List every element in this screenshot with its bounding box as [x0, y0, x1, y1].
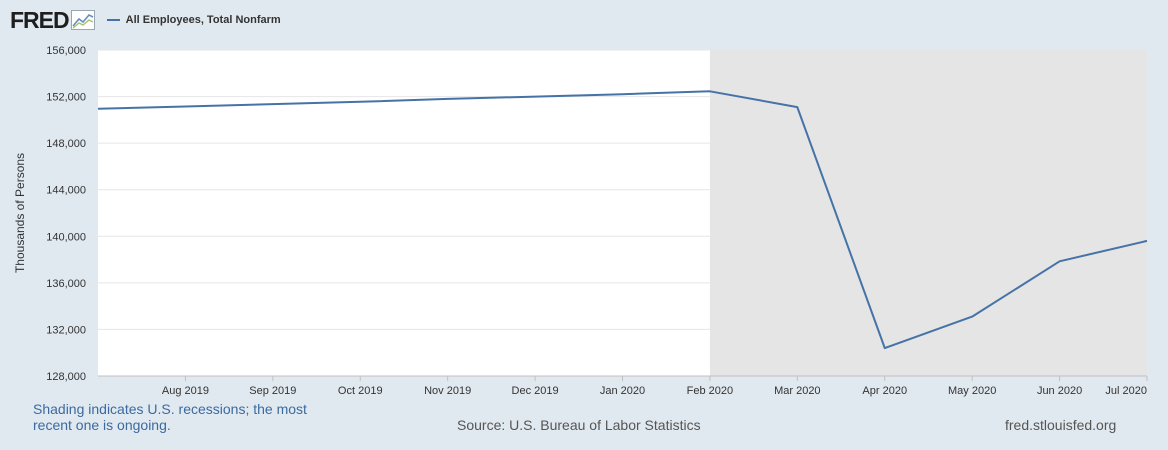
- y-tick-label: 156,000: [46, 45, 86, 57]
- x-tick-label: Nov 2019: [424, 385, 471, 397]
- x-tick-label: Jun 2020: [1037, 385, 1082, 397]
- x-tick-label: Jul 2020: [1105, 385, 1147, 397]
- x-tick-label: May 2020: [948, 385, 996, 397]
- fred-chart-icon: [70, 10, 95, 30]
- x-tick-label: Apr 2020: [862, 385, 907, 397]
- y-tick-label: 132,000: [46, 324, 86, 336]
- recession-shading: [709, 50, 1147, 376]
- y-tick-label: 140,000: [46, 231, 86, 243]
- x-tick-label: Sep 2019: [249, 385, 296, 397]
- recession-note: Shading indicates U.S. recessions; the m…: [33, 401, 307, 433]
- x-tick-label: Jan 2020: [600, 385, 645, 397]
- y-tick-label: 148,000: [46, 138, 86, 150]
- x-tick-label: Aug 2019: [162, 385, 209, 397]
- legend: All Employees, Total Nonfarm: [106, 14, 281, 26]
- chart-header: FRED All Employees, Total Nonfarm: [10, 6, 281, 34]
- x-tick-label: Oct 2019: [338, 385, 383, 397]
- x-tick-label: Feb 2020: [687, 385, 733, 397]
- x-tick-label: Mar 2020: [774, 385, 820, 397]
- y-tick-label: 144,000: [46, 185, 86, 197]
- site-link[interactable]: fred.stlouisfed.org: [1005, 417, 1117, 433]
- x-tick-label: Dec 2019: [512, 385, 559, 397]
- y-tick-label: 136,000: [46, 278, 86, 290]
- legend-label: All Employees, Total Nonfarm: [125, 14, 281, 26]
- y-tick-label: 152,000: [46, 92, 86, 104]
- series-line: [97, 90, 1148, 350]
- y-tick-label: 128,000: [46, 371, 86, 383]
- source-text: Source: U.S. Bureau of Labor Statistics: [457, 417, 701, 433]
- y-axis-label: Thousands of Persons: [13, 153, 27, 273]
- legend-swatch: [106, 19, 120, 21]
- fred-logo: FRED: [10, 6, 70, 33]
